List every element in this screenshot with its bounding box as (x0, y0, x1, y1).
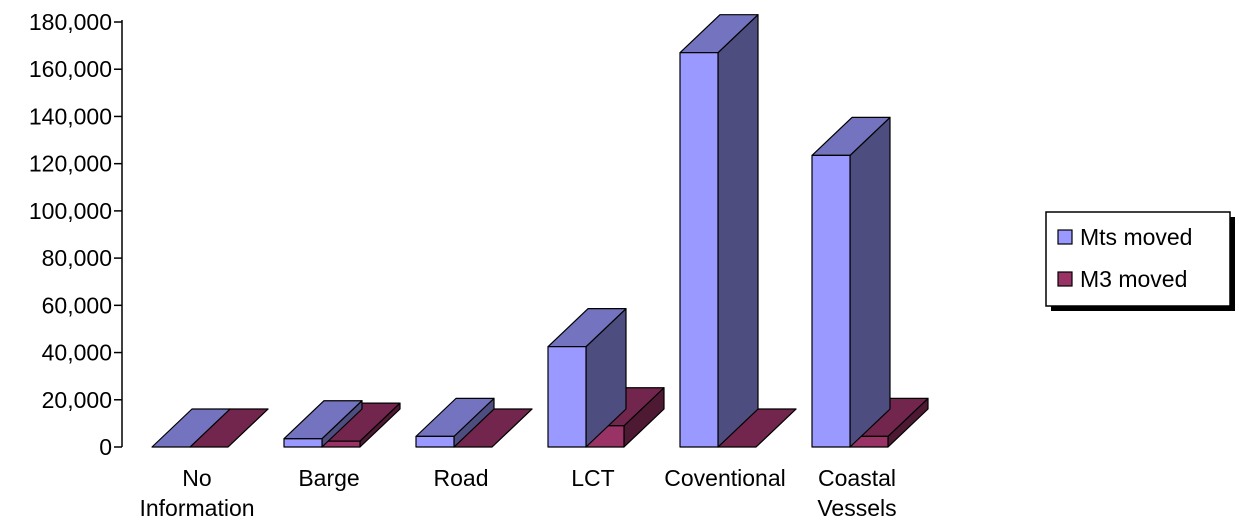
legend-swatch (1057, 271, 1073, 287)
y-tick-label: 60,000 (42, 292, 112, 318)
bar (151, 408, 231, 448)
y-tick-label: 40,000 (42, 340, 112, 366)
y-tick-label: 120,000 (29, 151, 112, 177)
y-tick-label: 80,000 (42, 245, 112, 271)
bar (547, 308, 627, 448)
bar-front-face (811, 154, 851, 448)
bar-front-face (415, 435, 455, 448)
y-tick-label: 0 (99, 434, 112, 460)
x-tick-label: Vessels (817, 495, 896, 521)
legend-label: M3 moved (1080, 266, 1187, 292)
bar-front-face (283, 438, 323, 448)
y-tick-label: 100,000 (29, 198, 112, 224)
bar (811, 116, 891, 448)
x-tick-label: Coastal (818, 465, 896, 491)
y-tick-label: 180,000 (29, 9, 112, 35)
legend-box (1045, 211, 1231, 307)
x-tick-label: Coventional (664, 465, 785, 491)
bar-top-face (151, 408, 231, 448)
legend: Mts moved M3 moved (1045, 211, 1235, 311)
y-tick-label: 160,000 (29, 56, 112, 82)
bar-side-face (717, 14, 759, 448)
x-tick-label: Road (434, 465, 489, 491)
bar-side-face (849, 116, 891, 448)
legend-swatch (1057, 229, 1073, 245)
bar (415, 397, 495, 448)
legend-label: Mts moved (1080, 224, 1192, 250)
y-tick-label: 20,000 (42, 387, 112, 413)
bar-front-face (679, 52, 719, 448)
x-tick-label: Barge (298, 465, 359, 491)
y-axis: 0 20,000 40,000 60,000 80,000 100,000 120,000 1… (29, 9, 123, 460)
x-tick-label: Information (139, 495, 254, 521)
x-tick-label: LCT (571, 465, 614, 491)
bar (283, 400, 363, 448)
bar-front-face (547, 346, 587, 448)
x-tick-label: No (182, 465, 211, 491)
bar (679, 14, 759, 448)
bars (151, 14, 929, 448)
x-axis-labels: No Information Barge Road LCT Coventional Coas… (139, 465, 896, 521)
y-tick-label: 140,000 (29, 103, 112, 129)
